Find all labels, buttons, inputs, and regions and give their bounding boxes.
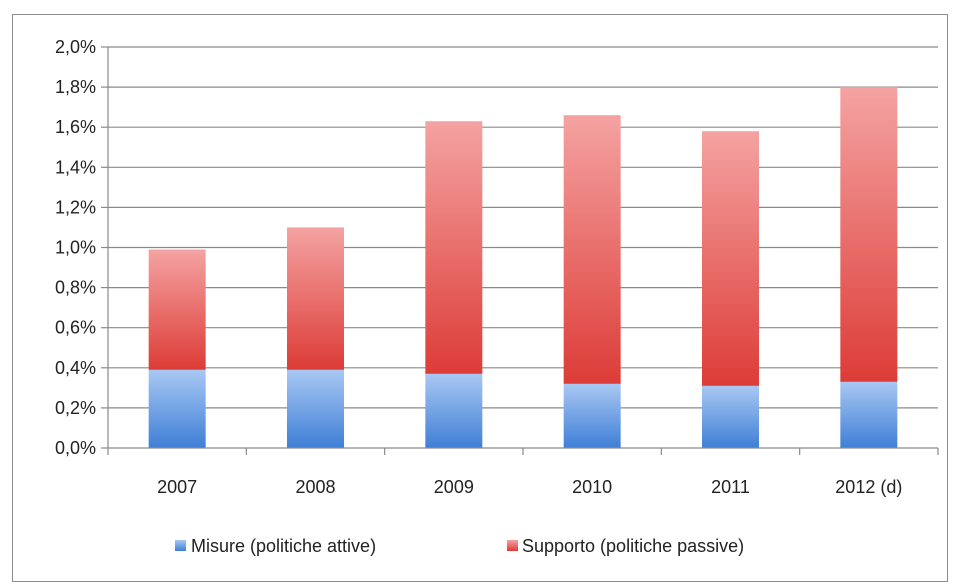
legend-label-supporto: Supporto (politiche passive)	[522, 536, 744, 556]
legend-swatch-misure	[175, 540, 186, 551]
bars	[148, 87, 898, 448]
y-tick-label: 1,4%	[55, 157, 96, 177]
x-tick-label: 2009	[434, 477, 474, 497]
bar-supporto-3	[563, 115, 621, 384]
y-tick-label: 0,0%	[55, 438, 96, 458]
x-tick-label: 2012 (d)	[835, 477, 902, 497]
bar-misure-2	[425, 373, 483, 448]
y-tick-label: 0,8%	[55, 278, 96, 298]
gridlines	[108, 46, 938, 409]
x-tick-label: 2011	[711, 477, 750, 497]
bar-misure-3	[563, 383, 621, 448]
y-axis-tick-labels: 0,0% 0,2% 0,4% 0,6% 0,8% 1,0% 1,2% 1,4% 1,6% 1,8%…	[55, 37, 108, 458]
y-tick-label: 0,4%	[55, 358, 96, 378]
legend-label-misure: Misure (politiche attive)	[191, 536, 376, 556]
x-tick-label: 2010	[572, 477, 612, 497]
bar-misure-0	[148, 369, 206, 448]
bar-supporto-4	[702, 131, 759, 386]
x-tick-label: 2008	[295, 477, 335, 497]
bar-misure-5	[840, 381, 898, 448]
bar-supporto-1	[287, 227, 344, 370]
axes	[107, 47, 939, 455]
x-tick-label: 2007	[157, 477, 197, 497]
legend-swatch-supporto	[507, 540, 518, 551]
x-axis-tick-labels: 2007 2008 2009 2010 2011 2012 (d)	[157, 477, 902, 497]
y-tick-label: 2,0%	[55, 37, 96, 57]
bar-misure-4	[702, 385, 759, 448]
y-tick-label: 0,2%	[55, 398, 96, 418]
bar-supporto-5	[840, 87, 898, 382]
y-tick-label: 1,6%	[55, 117, 96, 137]
bar-supporto-0	[148, 249, 206, 370]
legend: Misure (politiche attive) Supporto (polit…	[175, 536, 744, 556]
y-tick-label: 1,8%	[55, 77, 96, 97]
bar-misure-1	[287, 369, 344, 448]
y-tick-label: 0,6%	[55, 318, 96, 338]
bar-supporto-2	[425, 121, 483, 374]
y-tick-label: 1,0%	[55, 238, 96, 258]
y-tick-label: 1,2%	[55, 197, 96, 217]
